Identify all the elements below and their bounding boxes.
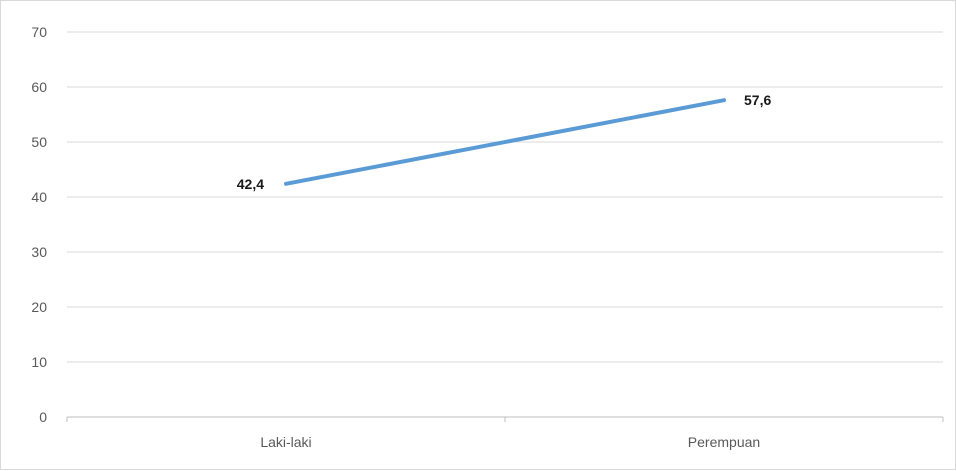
y-tick-label: 60 [31, 79, 47, 95]
x-axis: Laki-laki Perempuan [67, 417, 943, 450]
x-tick-label: Laki-laki [260, 434, 311, 450]
y-tick-label: 10 [31, 354, 47, 370]
y-tick-label: 50 [31, 134, 47, 150]
y-tick-label: 20 [31, 299, 47, 315]
y-tick-label: 0 [39, 409, 47, 425]
data-label: 57,6 [744, 92, 771, 108]
y-tick-label: 70 [31, 24, 47, 40]
y-tick-label: 30 [31, 244, 47, 260]
y-axis-tick-labels: 0 10 20 30 40 50 60 70 [31, 24, 47, 425]
gridlines [67, 32, 943, 362]
data-label: 42,4 [237, 176, 264, 192]
y-tick-label: 40 [31, 189, 47, 205]
x-tick-label: Perempuan [688, 434, 760, 450]
